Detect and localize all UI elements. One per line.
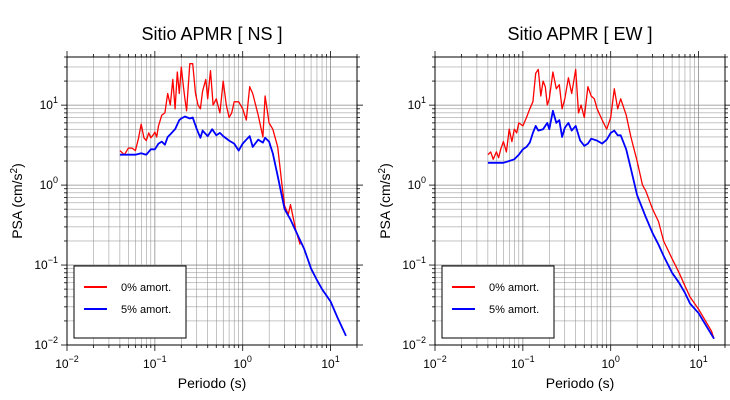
y-tick-label-base: 10 [40,98,54,112]
y-tick-label-exponent: −2 [48,335,58,345]
x-tick-label-base: 10 [55,357,69,371]
y-tick-label: 100 [408,175,426,192]
x-axis-label: Periodo (s) [178,375,246,391]
series-line-amort-0 [119,63,301,245]
y-axis-label-tail: ) [377,163,393,168]
plot-frame [66,56,358,346]
x-tick-label: 10−1 [143,354,167,371]
y-axis-label: PSA (cm/s2) [9,163,25,239]
x-tick-label-base: 10 [234,357,248,371]
x-tick-label-base: 10 [143,357,157,371]
y-axis-label-superscript: 2 [377,167,388,173]
plot-frame [434,56,726,346]
y-tick-label-exponent: 1 [53,95,58,105]
y-tick-label-base: 10 [34,338,48,352]
y-axis-label-text: PSA (cm/s [377,173,393,238]
x-tick-label-exponent: 1 [703,354,708,364]
legend: 0% amort. 5% amort. [73,265,187,339]
x-tick-label-exponent: −2 [437,354,447,364]
x-tick-label: 101 [321,354,339,371]
y-axis-label-text: PSA (cm/s [9,173,25,238]
x-tick-label-exponent: −1 [156,354,166,364]
legend: 0% amort. 5% amort. [441,265,555,339]
legend-label: 5% amort. [489,304,539,316]
y-tick-label: 10−2 [34,335,58,352]
y-tick-label-exponent: −1 [48,255,58,265]
y-tick-label: 100 [40,175,58,192]
y-tick-label: 10−1 [402,255,426,272]
y-axis-label-tail: ) [9,163,25,168]
x-tick-label-base: 10 [602,357,616,371]
y-tick-label-base: 10 [408,98,422,112]
legend-label: 0% amort. [121,282,171,294]
x-tick-label: 100 [234,354,252,371]
axis-ticks [429,51,730,351]
x-tick-label-base: 10 [321,357,335,371]
y-tick-label-base: 10 [402,258,416,272]
series-line-amort-0 [487,68,715,339]
y-axis-label: PSA (cm/s2) [377,163,393,239]
x-tick-label-base: 10 [511,357,525,371]
y-tick-label-base: 10 [408,178,422,192]
y-tick-label-exponent: 0 [421,175,426,185]
x-tick-label-exponent: 1 [335,354,340,364]
y-tick-label-base: 10 [40,178,54,192]
x-tick-label: 10−2 [423,354,447,371]
y-tick-label: 10−2 [402,335,426,352]
grid-lines [66,56,358,346]
x-tick-label-exponent: −2 [69,354,79,364]
x-tick-label-exponent: −1 [524,354,534,364]
x-tick-label-base: 10 [689,357,703,371]
x-tick-label: 100 [602,354,620,371]
y-tick-label: 101 [40,95,58,112]
x-axis-label: Periodo (s) [546,375,614,391]
legend-box [441,265,555,339]
legend-label: 0% amort. [489,282,539,294]
axis-ticks [61,51,363,351]
y-tick-label-exponent: −2 [416,335,426,345]
legend-box [73,265,187,339]
y-tick-label-base: 10 [34,258,48,272]
y-axis-label-superscript: 2 [9,167,20,173]
y-tick-label: 10−1 [34,255,58,272]
chart-title: Sitio APMR [ EW ] [507,24,652,44]
x-tick-label: 101 [689,354,707,371]
y-tick-label: 101 [408,95,426,112]
chart-title: Sitio APMR [ NS ] [141,24,282,44]
x-tick-label: 10−1 [511,354,535,371]
x-tick-label-exponent: 0 [615,354,620,364]
series-line-amort-5 [487,109,715,340]
x-tick-label: 10−2 [55,354,79,371]
y-tick-label-exponent: −1 [416,255,426,265]
x-tick-label-exponent: 0 [247,354,252,364]
x-tick-label-base: 10 [423,357,437,371]
y-tick-label-exponent: 0 [53,175,58,185]
y-tick-label-base: 10 [402,338,416,352]
y-tick-label-exponent: 1 [421,95,426,105]
series-line-amort-5 [119,115,347,337]
legend-label: 5% amort. [121,304,171,316]
